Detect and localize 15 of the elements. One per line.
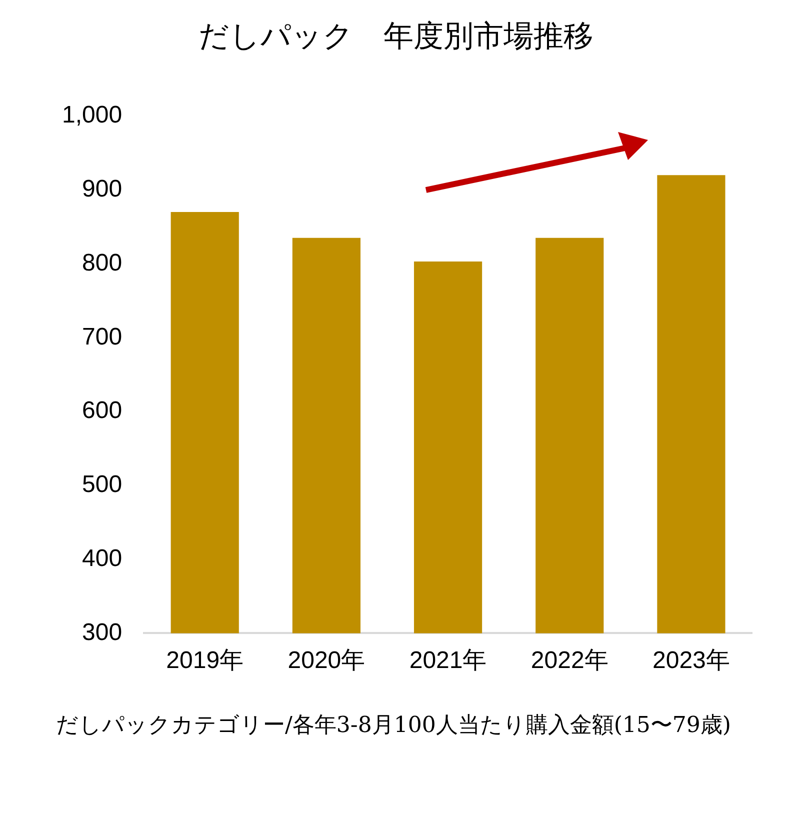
- x-tick-label: 2020年: [288, 647, 366, 674]
- x-tick-label: 2023年: [652, 647, 730, 674]
- text: だしパックカテゴリー/各年3-8月100人当たり購入金額(15〜79歳): [55, 712, 732, 740]
- y-tick-label: 400: [82, 544, 122, 572]
- y-tick-label: 700: [82, 323, 122, 350]
- y-tick-label: 300: [82, 618, 122, 646]
- y-tick-label: 800: [82, 249, 122, 276]
- x-tick-label: 2021年: [409, 647, 487, 674]
- x-tick-label: 2019年: [166, 647, 244, 674]
- chart-title: だしパック 年度別市場推移: [198, 18, 594, 54]
- x-tick-label: 2022年: [530, 647, 608, 674]
- y-tick-label: 500: [82, 471, 122, 498]
- y-tick-label: 1,000: [62, 102, 122, 129]
- y-tick-label: 600: [82, 397, 122, 424]
- y-tick-label: 900: [82, 176, 122, 203]
